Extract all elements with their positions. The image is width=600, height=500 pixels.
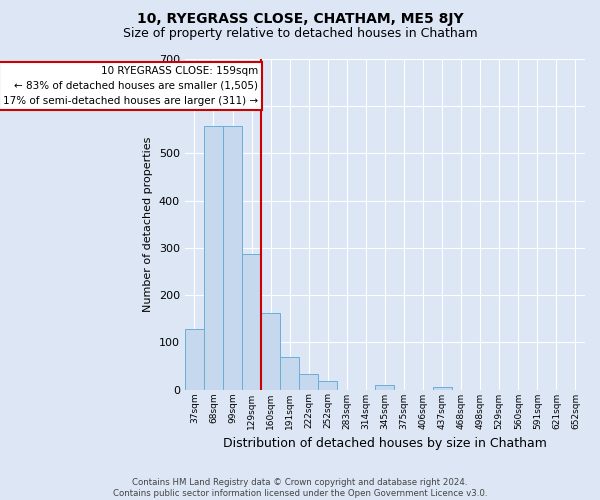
- Text: Size of property relative to detached houses in Chatham: Size of property relative to detached ho…: [122, 28, 478, 40]
- Text: 10 RYEGRASS CLOSE: 159sqm
← 83% of detached houses are smaller (1,505)
17% of se: 10 RYEGRASS CLOSE: 159sqm ← 83% of detac…: [3, 66, 258, 106]
- X-axis label: Distribution of detached houses by size in Chatham: Distribution of detached houses by size …: [223, 437, 547, 450]
- Bar: [280, 358, 299, 390]
- Bar: [242, 254, 261, 390]
- Bar: [204, 126, 223, 390]
- Bar: [223, 126, 242, 390]
- Bar: [376, 385, 394, 390]
- Text: Contains HM Land Registry data © Crown copyright and database right 2024.
Contai: Contains HM Land Registry data © Crown c…: [113, 478, 487, 498]
- Bar: [433, 387, 452, 390]
- Bar: [261, 312, 280, 390]
- Bar: [299, 374, 318, 390]
- Bar: [318, 381, 337, 390]
- Bar: [185, 329, 204, 390]
- Y-axis label: Number of detached properties: Number of detached properties: [143, 136, 154, 312]
- Text: 10, RYEGRASS CLOSE, CHATHAM, ME5 8JY: 10, RYEGRASS CLOSE, CHATHAM, ME5 8JY: [137, 12, 463, 26]
